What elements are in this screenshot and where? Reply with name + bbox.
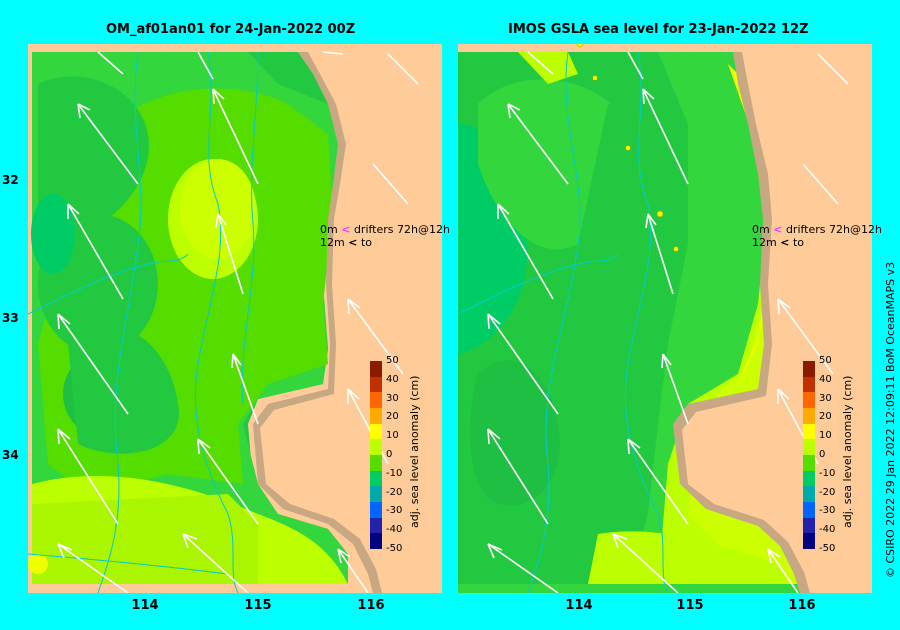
lon-tick-116-left: 116 bbox=[357, 598, 385, 613]
colorbar-swatch bbox=[370, 533, 382, 550]
colorbar-tick-label: 40 bbox=[386, 373, 399, 385]
colorbar-tick-label: -20 bbox=[819, 486, 836, 498]
colorbar-tick-label: 10 bbox=[386, 430, 399, 442]
drifter-depth-bottom: 12m bbox=[752, 236, 777, 249]
colorbar-tick-label: -10 bbox=[386, 467, 403, 479]
colorbar-swatch bbox=[803, 392, 815, 409]
drifter-depth-top: 0m bbox=[752, 223, 770, 236]
drifter-legend-left: 0m < drifters 72h@12h 12m < to bbox=[320, 223, 450, 249]
drifter-legend-right: 0m < drifters 72h@12h 12m < to bbox=[752, 223, 882, 249]
colorbar-swatch bbox=[803, 361, 815, 378]
colorbar-swatch bbox=[803, 502, 815, 519]
colorbar-tick-label: 50 bbox=[386, 355, 399, 366]
colorbar-tick-label: -10 bbox=[819, 467, 836, 479]
colorbar-swatch bbox=[803, 470, 815, 487]
pink-arrow-icon: < bbox=[341, 223, 351, 236]
lat-tick-34: 34 bbox=[2, 448, 19, 462]
colorbar-tick-label: 20 bbox=[819, 411, 832, 423]
drifter-label: drifters 72h@12h bbox=[353, 223, 450, 236]
colorbar-title-right: adj. sea level anomaly (cm) bbox=[841, 375, 854, 528]
colorbar-title-left: adj. sea level anomaly (cm) bbox=[408, 375, 421, 528]
colorbar-tick-label: -40 bbox=[386, 524, 403, 536]
colorbar-tick-label: -30 bbox=[819, 505, 836, 517]
colorbar-swatch bbox=[370, 361, 382, 378]
black-arrow-icon: < bbox=[348, 236, 358, 249]
colorbar-tick-label: 50 bbox=[819, 355, 832, 366]
lon-tick-114-left: 114 bbox=[131, 598, 159, 613]
colorbar-swatch bbox=[803, 439, 815, 456]
drifter-to: to bbox=[792, 236, 804, 249]
colorbar-swatch bbox=[370, 439, 382, 456]
lon-tick-115-left: 115 bbox=[244, 598, 272, 613]
drifter-depth-bottom: 12m bbox=[320, 236, 345, 249]
map-panel-left bbox=[28, 44, 442, 593]
colorbar-tick-label: -20 bbox=[386, 486, 403, 498]
lon-tick-114-right: 114 bbox=[565, 598, 593, 613]
map-panel-right bbox=[458, 44, 872, 593]
colorbar-swatch bbox=[370, 517, 382, 534]
colorbar-swatch bbox=[370, 502, 382, 519]
lon-tick-115-right: 115 bbox=[676, 598, 704, 613]
pink-arrow-icon: < bbox=[773, 223, 783, 236]
colorbar-right bbox=[803, 361, 815, 550]
colorbar-tick-label: -30 bbox=[386, 505, 403, 517]
drifter-to: to bbox=[360, 236, 372, 249]
panel-title-left: OM_af01an01 for 24-Jan-2022 00Z bbox=[106, 22, 356, 37]
colorbar-tick-label: 0 bbox=[386, 449, 393, 460]
colorbar-tick-label: 30 bbox=[386, 392, 399, 404]
colorbar-swatch bbox=[370, 455, 382, 472]
panel-title-right: IMOS GSLA sea level for 23-Jan-2022 12Z bbox=[508, 22, 809, 37]
colorbar-tick-label: -40 bbox=[819, 524, 836, 536]
colorbar-swatch bbox=[370, 392, 382, 409]
drifter-label: drifters 72h@12h bbox=[785, 223, 882, 236]
colorbar-tick-label: -50 bbox=[819, 543, 836, 554]
colorbar-swatch bbox=[803, 486, 815, 503]
colorbar-swatch bbox=[370, 470, 382, 487]
colorbar-tick-label: 0 bbox=[819, 449, 826, 460]
colorbar-swatch bbox=[803, 408, 815, 425]
colorbar-tick-label: -50 bbox=[386, 543, 403, 554]
colorbar-swatch bbox=[803, 455, 815, 472]
colorbar-swatch bbox=[370, 376, 382, 393]
drifter-depth-top: 0m bbox=[320, 223, 338, 236]
colorbar-tick-label: 40 bbox=[819, 373, 832, 385]
colorbar-swatch bbox=[803, 376, 815, 393]
colorbar-tick-label: 10 bbox=[819, 430, 832, 442]
black-arrow-icon: < bbox=[780, 236, 790, 249]
colorbar-swatch bbox=[803, 423, 815, 440]
lon-tick-116-right: 116 bbox=[788, 598, 816, 613]
colorbar-tick-label: 20 bbox=[386, 411, 399, 423]
colorbar-swatch bbox=[370, 423, 382, 440]
colorbar-swatch bbox=[370, 486, 382, 503]
colorbar-swatch bbox=[370, 408, 382, 425]
colorbar-swatch bbox=[803, 517, 815, 534]
lat-tick-32: 32 bbox=[2, 173, 19, 187]
colorbar-swatch bbox=[803, 533, 815, 550]
colorbar-tick-label: 30 bbox=[819, 392, 832, 404]
lat-tick-33: 33 bbox=[2, 311, 19, 325]
colorbar-left bbox=[370, 361, 382, 550]
credit-text: © CSIRO 2022 29 Jan 2022 12:09:11 BoM Oc… bbox=[884, 261, 897, 578]
